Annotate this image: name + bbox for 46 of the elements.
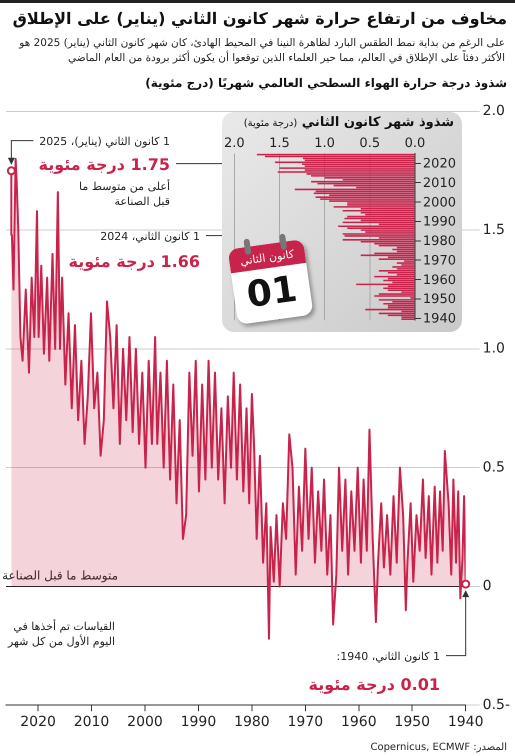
x-tick-label: 1960 [340, 714, 377, 730]
x-tick-label: 0.5 [359, 136, 380, 152]
x-tick-label: 1.0 [314, 136, 335, 152]
annotation: 1 كانون الثاني (يناير)، 2025 [39, 135, 170, 148]
y-tick-label: 0.5- [482, 696, 510, 713]
y-tick-label: 1970 [422, 253, 456, 268]
x-tick-label: 1990 [180, 714, 216, 730]
y-tick-label: 2.0 [482, 103, 505, 120]
y-tick-label: 1950 [422, 292, 456, 308]
y-tick-label: 0 [482, 578, 492, 594]
x-tick-label: 1950 [394, 714, 430, 730]
chart-title: مخاوف من ارتفاع حرارة شهر كانون الثاني (يناير) على الإطلاق [12, 9, 507, 28]
chart-subtitle: (درجة مئوية) [244, 118, 298, 129]
y-tick-label: 1960 [422, 272, 456, 288]
annotation: كانون الثاني [239, 247, 295, 268]
x-tick-label: 2.0 [224, 136, 245, 152]
x-tick-label: 1940 [448, 714, 484, 730]
annotation: 01 [244, 268, 300, 316]
x-tick-label: 1970 [288, 714, 324, 730]
y-tick-label: 1.0 [482, 340, 505, 357]
x-tick-label: 2010 [74, 714, 110, 730]
x-tick-label: 1.5 [269, 136, 290, 152]
chart-subtitle: على الرغم من بداية نمط الطقس البارد لظاهرة النينا في المحيط الهادئ، كان شهر كانون الثاني (يناير) 2025 هو الأكثر دفئاً على الإطلاق في العالم، مما حير العلماء الذين توقعوا أن يكون أكثر برودة من العام الماضي [18, 36, 505, 66]
x-tick-label: 2020 [20, 714, 56, 730]
chart-title: شذوذ شهر كانون الثاني [302, 115, 454, 130]
y-tick-label: 0.5 [482, 459, 505, 476]
y-tick-label: 2010 [422, 176, 456, 191]
x-tick-label: 2000 [127, 714, 163, 730]
annotation: 1 كانون الثاني، 1940: [336, 650, 440, 663]
annotation: 1 كانون الثاني، 2024 [100, 230, 200, 243]
annotation: 1.66 درجة مئوية [68, 252, 200, 271]
y-tick-label: 2000 [422, 195, 456, 210]
annotation: 1.75 درجة مئوية [38, 155, 170, 174]
text: المصدر: Copernicus, ECMWF [370, 742, 507, 753]
y-tick-label: 1.5 [482, 222, 505, 238]
annotation: 0.01 درجة مئوية [308, 675, 440, 694]
ref-line-label: متوسط ما قبل الصناعة [2, 568, 118, 582]
y-tick-label: 1990 [422, 214, 456, 230]
x-tick-label: 1980 [234, 714, 270, 730]
y-axis-title: شذوذ درجة حرارة الهواء السطحي العالمي شهريًا (درج مئوية) [144, 76, 507, 90]
annotation: القياسات تم أخذها في اليوم الأول من كل شهر [6, 619, 115, 648]
annotation: أعلى من متوسط ما قبل الصناعة [79, 179, 170, 208]
y-tick-label: 1940 [422, 312, 456, 327]
x-tick-label: 0.0 [404, 136, 426, 152]
y-tick-label: 2020 [422, 156, 456, 172]
y-tick-label: 1980 [422, 234, 456, 250]
